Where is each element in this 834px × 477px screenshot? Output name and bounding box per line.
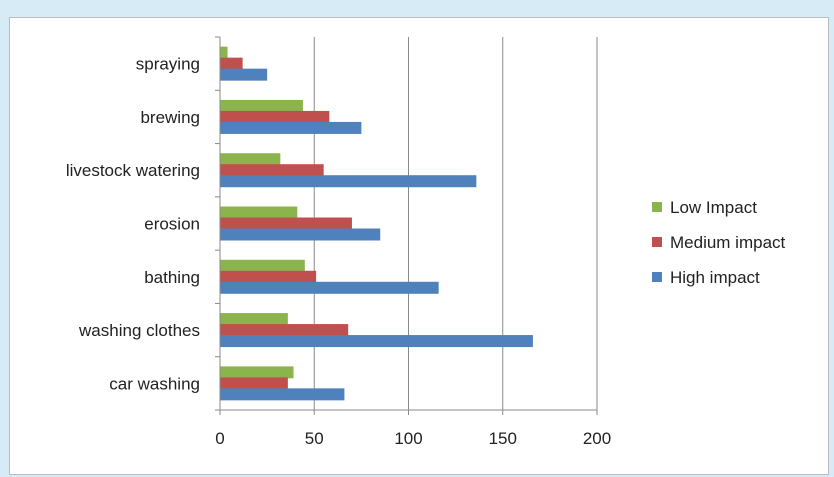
- y-category-label: car washing: [109, 374, 200, 393]
- legend-label: High impact: [670, 268, 760, 287]
- bar-medium-impact: [220, 57, 243, 70]
- x-tick-label: 200: [583, 429, 611, 448]
- bar-medium-impact: [220, 324, 349, 337]
- bar-low-impact: [220, 99, 303, 112]
- bar-high-impact: [220, 335, 533, 348]
- chart-panel: [9, 17, 829, 475]
- bar-medium-impact: [220, 377, 288, 390]
- x-tick-label: 150: [489, 429, 517, 448]
- legend-label: Medium impact: [670, 233, 786, 252]
- bar-low-impact: [220, 313, 288, 326]
- bar-medium-impact: [220, 110, 330, 123]
- y-category-label: erosion: [144, 215, 200, 234]
- y-category-label: spraying: [136, 55, 200, 74]
- bar-high-impact: [220, 121, 362, 134]
- y-category-label: livestock watering: [66, 161, 200, 180]
- bar-high-impact: [220, 388, 345, 401]
- y-category-label: brewing: [140, 108, 200, 127]
- bar-low-impact: [220, 206, 298, 219]
- legend-swatch: [652, 202, 662, 212]
- legend-swatch: [652, 272, 662, 282]
- bar-medium-impact: [220, 217, 352, 230]
- y-category-label: bathing: [144, 268, 200, 287]
- bar-medium-impact: [220, 164, 324, 177]
- bar-low-impact: [220, 366, 294, 379]
- bar-high-impact: [220, 68, 268, 81]
- bar-high-impact: [220, 175, 477, 188]
- legend-swatch: [652, 237, 662, 247]
- bar-low-impact: [220, 259, 305, 272]
- x-tick-label: 100: [394, 429, 422, 448]
- bar-low-impact: [220, 153, 281, 166]
- x-tick-label: 0: [215, 429, 224, 448]
- bar-high-impact: [220, 281, 439, 294]
- bar-medium-impact: [220, 270, 317, 283]
- y-category-label: washing clothes: [78, 321, 200, 340]
- bar-high-impact: [220, 228, 381, 241]
- bar-low-impact: [220, 46, 228, 59]
- legend-label: Low Impact: [670, 198, 757, 217]
- x-tick-label: 50: [305, 429, 324, 448]
